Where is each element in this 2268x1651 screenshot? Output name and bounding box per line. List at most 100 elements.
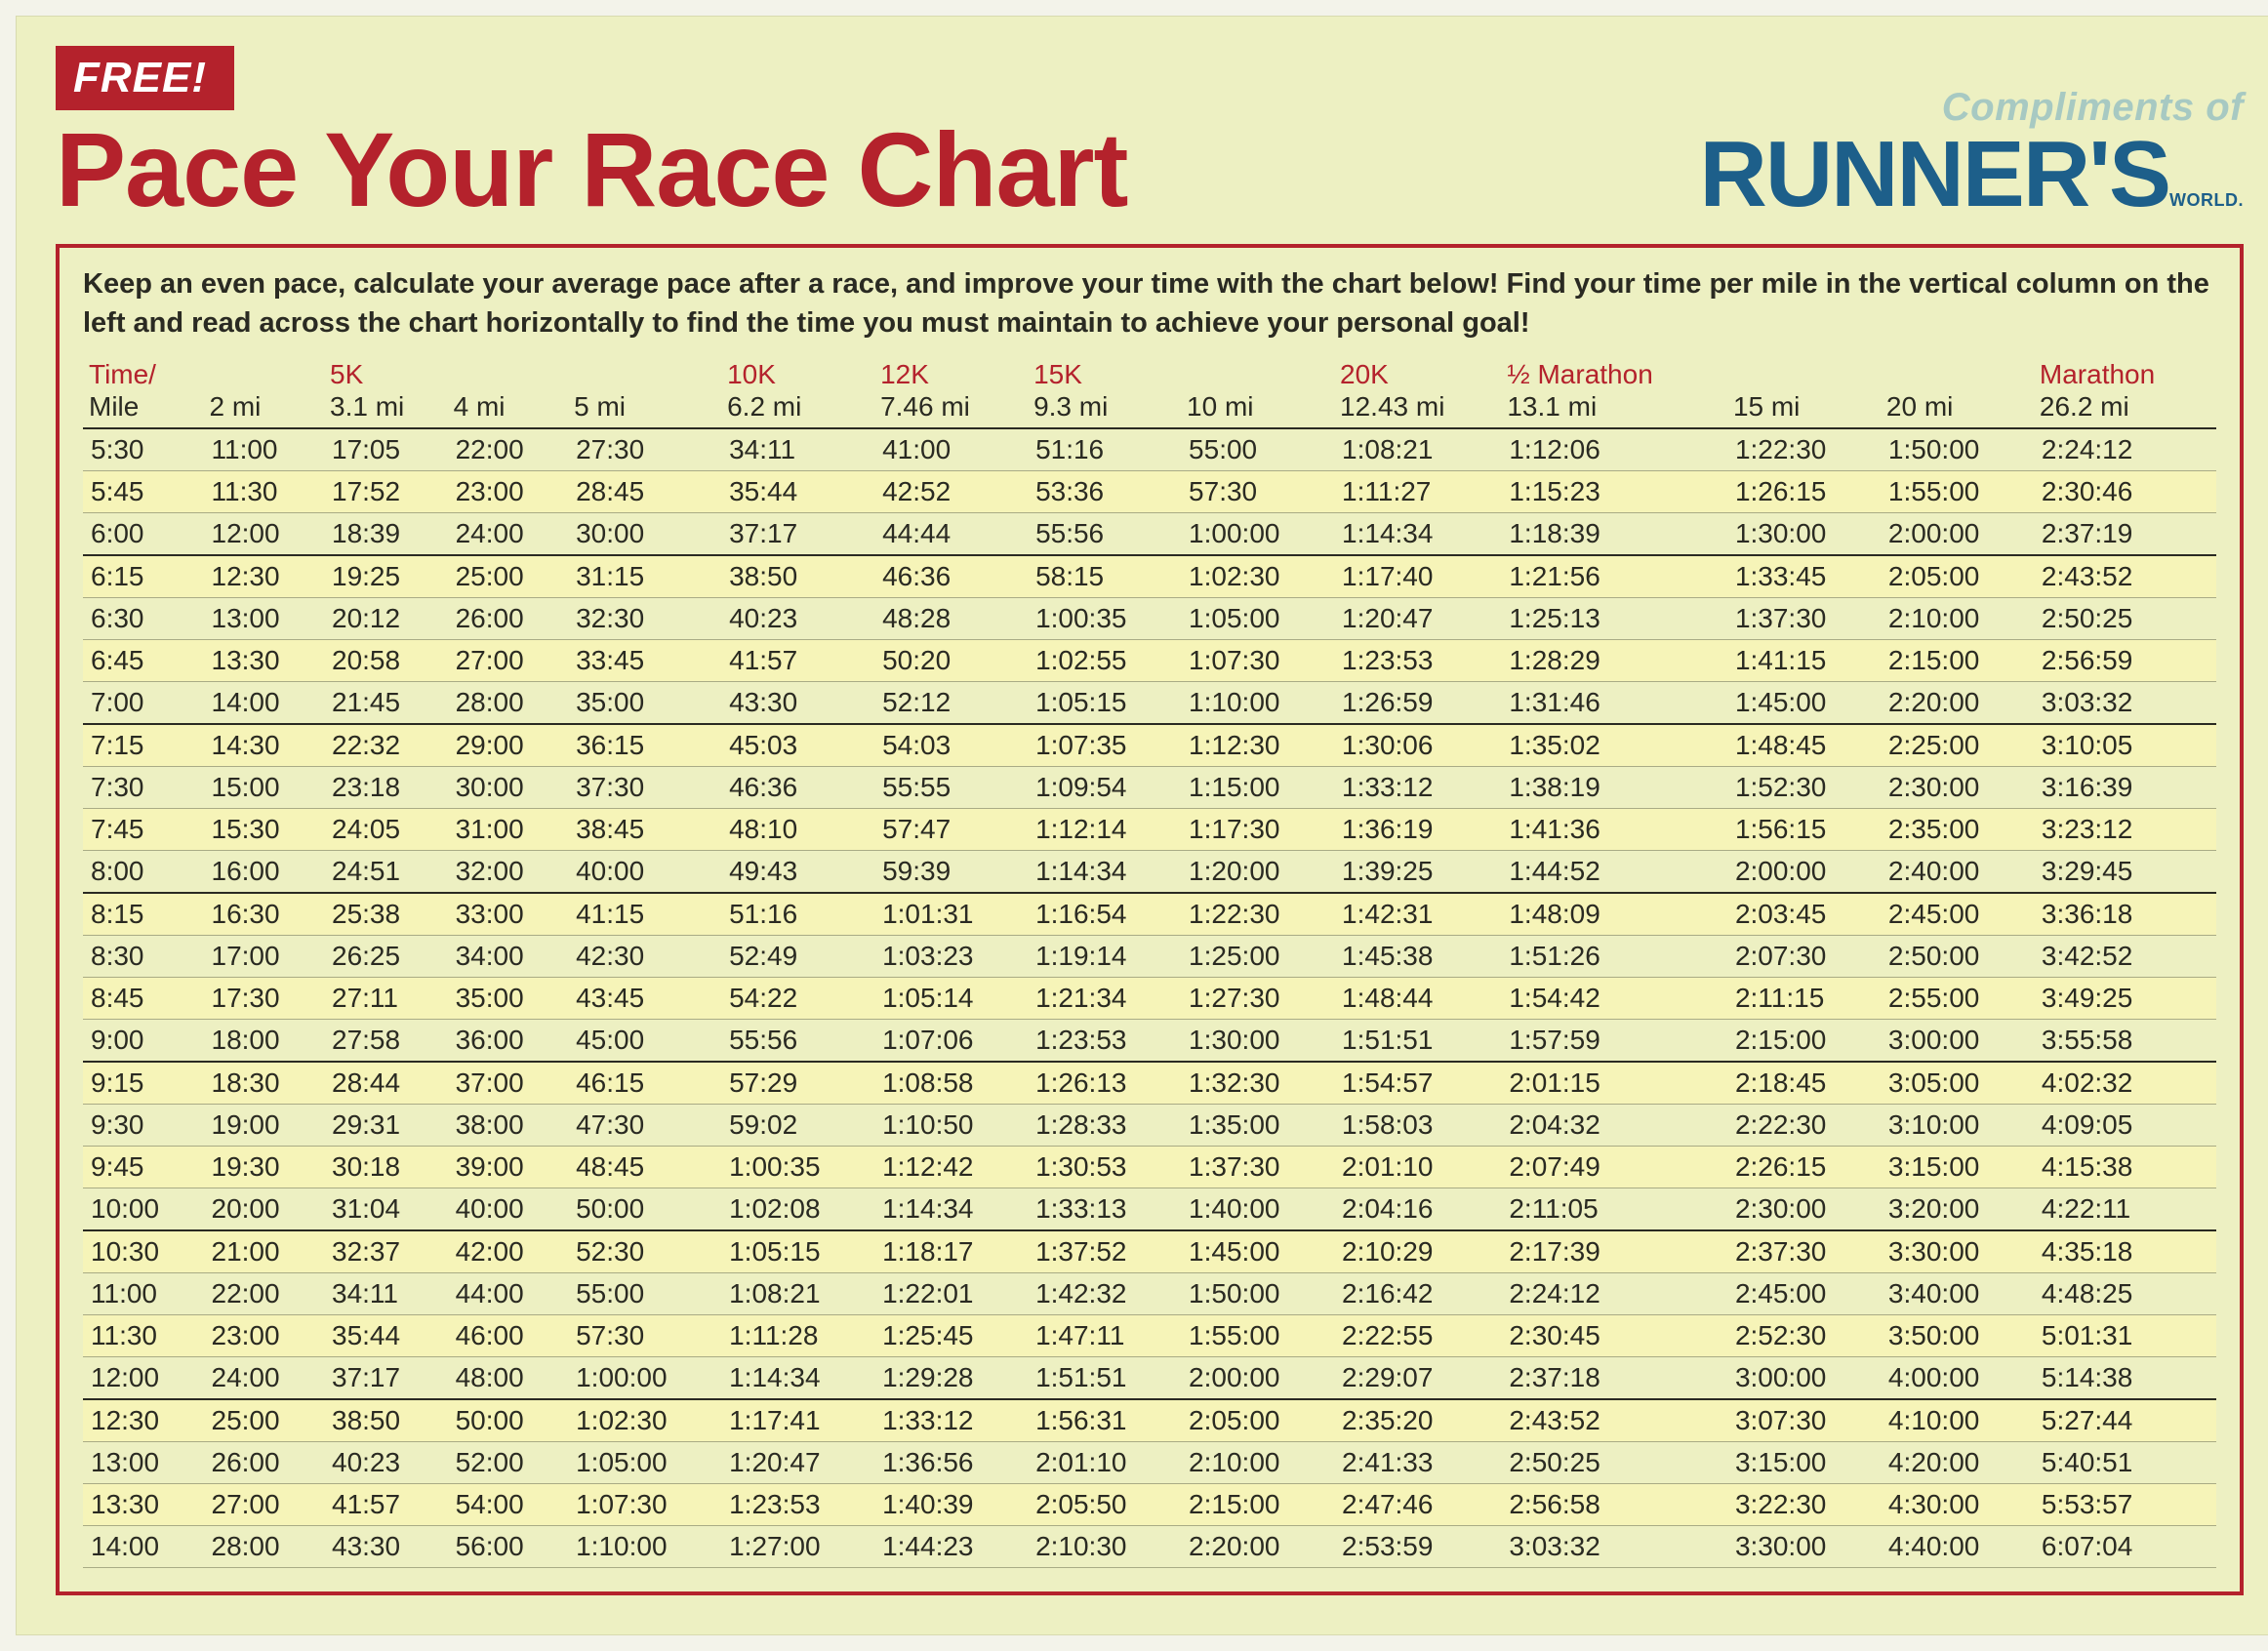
table-cell: 26:00: [448, 597, 569, 639]
table-cell: 1:30:00: [1727, 512, 1881, 555]
table-cell: 28:00: [204, 1525, 325, 1567]
table-cell: 37:17: [721, 512, 874, 555]
table-cell: 4:48:25: [2034, 1272, 2216, 1314]
table-cell: 17:00: [204, 935, 325, 977]
table-cell: 1:21:34: [1028, 977, 1181, 1019]
table-cell: 1:44:23: [874, 1525, 1028, 1567]
table-cell: 1:50:00: [1181, 1272, 1334, 1314]
table-cell: 1:28:29: [1501, 639, 1727, 681]
table-cell: 2:30:00: [1727, 1188, 1881, 1230]
table-cell: 6:45: [83, 639, 204, 681]
table-cell: 2:50:25: [2034, 597, 2216, 639]
table-cell: 3:29:45: [2034, 850, 2216, 893]
table-cell: 1:17:41: [721, 1399, 874, 1442]
table-cell: 1:12:14: [1028, 808, 1181, 850]
table-cell: 40:00: [448, 1188, 569, 1230]
table-cell: 1:23:53: [1334, 639, 1501, 681]
table-cell: 1:40:00: [1181, 1188, 1334, 1230]
table-cell: 15:00: [204, 766, 325, 808]
table-cell: 3:10:05: [2034, 724, 2216, 767]
table-cell: 4:22:11: [2034, 1188, 2216, 1230]
table-cell: 42:00: [448, 1230, 569, 1273]
table-cell: 3:00:00: [1727, 1356, 1881, 1399]
table-cell: 3:05:00: [1881, 1062, 2034, 1105]
table-cell: 28:00: [448, 681, 569, 724]
table-cell: 8:45: [83, 977, 204, 1019]
table-cell: 2:35:20: [1334, 1399, 1501, 1442]
table-cell: 4:20:00: [1881, 1441, 2034, 1483]
table-row: 14:0028:0043:3056:001:10:001:27:001:44:2…: [83, 1525, 2216, 1567]
table-cell: 30:18: [324, 1146, 448, 1188]
table-cell: 35:00: [448, 977, 569, 1019]
table-cell: 1:25:00: [1181, 935, 1334, 977]
col-header-top: ½ Marathon: [1507, 358, 1721, 391]
table-row: 9:1518:3028:4437:0046:1557:291:08:581:26…: [83, 1062, 2216, 1105]
col-header-bottom: 13.1 mi: [1507, 390, 1721, 423]
table-cell: 2:01:15: [1501, 1062, 1727, 1105]
table-cell: 22:00: [448, 428, 569, 471]
table-cell: 28:44: [324, 1062, 448, 1105]
table-cell: 42:52: [874, 470, 1028, 512]
col-header: 5 mi: [568, 356, 721, 428]
table-cell: 40:00: [568, 850, 721, 893]
table-cell: 7:00: [83, 681, 204, 724]
table-cell: 2:11:05: [1501, 1188, 1727, 1230]
table-cell: 1:02:30: [1181, 555, 1334, 598]
table-cell: 12:30: [83, 1399, 204, 1442]
table-cell: 1:52:30: [1727, 766, 1881, 808]
table-cell: 1:14:34: [721, 1356, 874, 1399]
pace-table: Time/Mile2 mi5K3.1 mi4 mi5 mi10K6.2 mi12…: [83, 356, 2216, 1568]
table-cell: 1:51:51: [1028, 1356, 1181, 1399]
col-header-bottom: 6.2 mi: [727, 390, 869, 423]
table-cell: 2:45:00: [1727, 1272, 1881, 1314]
col-header-bottom: 2 mi: [210, 390, 319, 423]
table-cell: 2:10:30: [1028, 1525, 1181, 1567]
table-cell: 10:00: [83, 1188, 204, 1230]
table-cell: 1:48:44: [1334, 977, 1501, 1019]
table-cell: 1:37:52: [1028, 1230, 1181, 1273]
table-cell: 11:00: [83, 1272, 204, 1314]
table-cell: 16:30: [204, 893, 325, 936]
table-cell: 3:03:32: [2034, 681, 2216, 724]
table-cell: 1:00:00: [568, 1356, 721, 1399]
table-cell: 2:17:39: [1501, 1230, 1727, 1273]
table-cell: 9:30: [83, 1104, 204, 1146]
table-cell: 1:16:54: [1028, 893, 1181, 936]
compliments-block: Compliments of RUNNER'SWORLD.: [1699, 86, 2244, 224]
table-cell: 43:45: [568, 977, 721, 1019]
table-cell: 20:58: [324, 639, 448, 681]
table-cell: 36:00: [448, 1019, 569, 1062]
table-cell: 5:14:38: [2034, 1356, 2216, 1399]
table-cell: 5:27:44: [2034, 1399, 2216, 1442]
table-cell: 3:49:25: [2034, 977, 2216, 1019]
table-cell: 52:49: [721, 935, 874, 977]
table-cell: 19:25: [324, 555, 448, 598]
table-cell: 37:17: [324, 1356, 448, 1399]
table-cell: 1:51:26: [1501, 935, 1727, 977]
table-cell: 51:16: [1028, 428, 1181, 471]
table-cell: 53:36: [1028, 470, 1181, 512]
table-cell: 1:10:00: [1181, 681, 1334, 724]
table-cell: 5:01:31: [2034, 1314, 2216, 1356]
table-cell: 1:02:30: [568, 1399, 721, 1442]
table-cell: 34:00: [448, 935, 569, 977]
table-cell: 50:00: [568, 1188, 721, 1230]
runners-logo: RUNNER'S: [1699, 122, 2169, 226]
table-cell: 1:27:30: [1181, 977, 1334, 1019]
table-cell: 1:09:54: [1028, 766, 1181, 808]
table-cell: 16:00: [204, 850, 325, 893]
table-cell: 23:00: [204, 1314, 325, 1356]
table-cell: 1:19:14: [1028, 935, 1181, 977]
table-cell: 32:30: [568, 597, 721, 639]
table-cell: 21:45: [324, 681, 448, 724]
table-cell: 2:56:59: [2034, 639, 2216, 681]
table-cell: 27:30: [568, 428, 721, 471]
table-cell: 55:55: [874, 766, 1028, 808]
table-cell: 3:30:00: [1881, 1230, 2034, 1273]
table-cell: 1:33:12: [874, 1399, 1028, 1442]
table-cell: 2:05:00: [1181, 1399, 1334, 1442]
table-cell: 47:30: [568, 1104, 721, 1146]
table-cell: 52:30: [568, 1230, 721, 1273]
table-cell: 2:56:58: [1501, 1483, 1727, 1525]
table-cell: 5:40:51: [2034, 1441, 2216, 1483]
